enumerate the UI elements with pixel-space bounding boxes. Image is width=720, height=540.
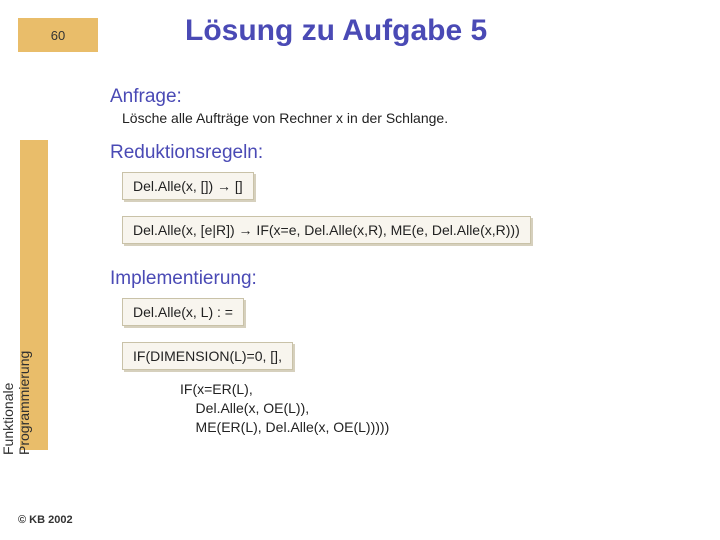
anfrage-heading: Anfrage:: [110, 86, 700, 108]
impl-line-1: Del.Alle(x, L) : =: [122, 298, 244, 326]
slide-content: Anfrage: Lösche alle Aufträge von Rechne…: [110, 80, 700, 437]
reduktion-rule-2: Del.Alle(x, [e|R]) → IF(x=e, Del.Alle(x,…: [122, 216, 531, 244]
impl-line-2: IF(DIMENSION(L)=0, [],: [122, 342, 293, 370]
slide-title: Lösung zu Aufgabe 5: [185, 14, 487, 48]
reduktion-heading: Reduktionsregeln:: [110, 142, 700, 164]
anfrage-text: Lösche alle Aufträge von Rechner x in de…: [122, 110, 700, 126]
impl-heading: Implementierung:: [110, 268, 700, 290]
footer-copyright: © KB 2002: [18, 514, 73, 526]
page-number-block: 60: [18, 18, 98, 52]
impl-tail-block: IF(x=ER(L), Del.Alle(x, OE(L)), ME(ER(L)…: [180, 380, 700, 437]
page-number: 60: [51, 28, 65, 43]
reduktion-rule-1: Del.Alle(x, []) → []: [122, 172, 254, 200]
